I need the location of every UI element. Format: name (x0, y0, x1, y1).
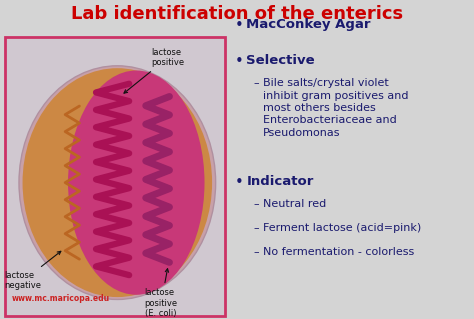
Text: No fermentation - colorless: No fermentation - colorless (263, 247, 414, 257)
Ellipse shape (68, 70, 204, 295)
Text: Indicator: Indicator (246, 175, 314, 189)
Text: •: • (235, 18, 243, 33)
Text: •: • (235, 54, 243, 69)
Text: –: – (254, 78, 259, 88)
Text: www.mc.maricopa.edu: www.mc.maricopa.edu (12, 294, 110, 303)
Text: •: • (235, 175, 243, 190)
Text: Selective: Selective (246, 54, 315, 67)
Text: lactose
negative: lactose negative (5, 251, 61, 290)
Text: Bile salts/crystal violet
inhibit gram positives and
most others besides
Enterob: Bile salts/crystal violet inhibit gram p… (263, 78, 409, 138)
Ellipse shape (19, 66, 216, 300)
Ellipse shape (23, 68, 212, 297)
Text: Lab identification of the enterics: Lab identification of the enterics (71, 5, 403, 23)
Text: MacConkey Agar: MacConkey Agar (246, 18, 371, 31)
Text: Ferment lactose (acid=pink): Ferment lactose (acid=pink) (263, 223, 421, 233)
Text: lactose
positive: lactose positive (124, 48, 185, 93)
Text: Neutral red: Neutral red (263, 199, 326, 209)
Text: –: – (254, 247, 259, 257)
Text: –: – (254, 199, 259, 209)
FancyBboxPatch shape (5, 37, 225, 316)
Text: lactose
positive
(E. coli): lactose positive (E. coli) (145, 269, 178, 318)
Text: –: – (254, 223, 259, 233)
